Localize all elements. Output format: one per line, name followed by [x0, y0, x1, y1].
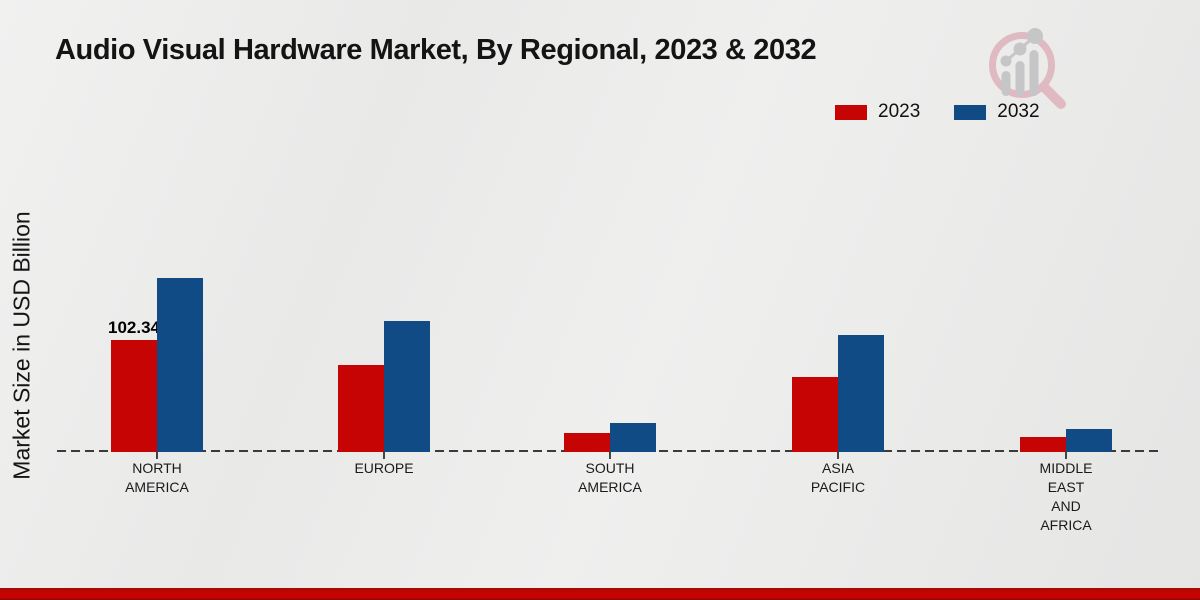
legend-swatch-2032	[954, 104, 987, 120]
magnifier-bar-chart-icon	[989, 28, 1066, 109]
x-axis-tick	[156, 452, 158, 459]
category-label-north-america: NORTH AMERICA	[125, 460, 189, 495]
legend-label: 2032	[997, 101, 1040, 122]
page-title: Audio Visual Hardware Market, By Regiona…	[55, 34, 817, 66]
bar-2032-middle-east-and-africa	[1066, 429, 1112, 452]
bar-2023-north-america	[111, 340, 157, 452]
x-axis-tick	[837, 452, 839, 459]
bar-2023-middle-east-and-africa	[1020, 437, 1066, 452]
legend-swatch-2023	[835, 104, 867, 120]
bar-2023-europe	[338, 365, 384, 452]
data-label-2023-north-america: 102.34	[108, 318, 160, 337]
legend-label: 2023	[878, 101, 921, 122]
legend: 2023 2032	[835, 101, 1040, 123]
bar-2023-asia-pacific	[792, 377, 838, 452]
category-label-south-america: SOUTH AMERICA	[578, 460, 642, 495]
bar-2032-europe	[384, 321, 430, 452]
footer-accent-bar	[0, 588, 1200, 600]
legend-item-2032: 2032	[954, 101, 1040, 123]
x-axis-tick	[383, 452, 385, 459]
legend-item-2023: 2023	[835, 101, 920, 123]
brand-logo	[985, 24, 1077, 110]
bar-2032-north-america	[157, 278, 203, 452]
bar-2032-asia-pacific	[838, 335, 884, 452]
category-label-asia-pacific: ASIA PACIFIC	[810, 460, 866, 495]
x-axis-tick	[609, 452, 611, 459]
bar-2023-south-america	[564, 433, 610, 452]
category-label-middle-east-and-africa: MIDDLE EAST AND AFRICA	[1039, 460, 1093, 533]
category-label-europe: EUROPE	[354, 460, 414, 476]
bar-2032-south-america	[610, 423, 656, 452]
x-axis-tick	[1065, 452, 1067, 459]
